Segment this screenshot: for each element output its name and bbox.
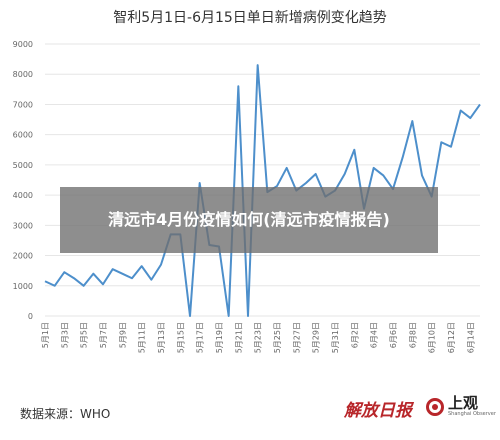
y-tick-label: 3000: [13, 221, 33, 230]
y-tick-label: 6000: [13, 131, 33, 140]
x-tick-label: 6月12日: [447, 322, 456, 353]
x-tick-label: 5月21日: [234, 322, 243, 353]
headline-text: 清远市4月份疫情如何(清远市疫情报告): [108, 210, 390, 229]
x-tick-label: 5月3日: [60, 322, 69, 348]
shangguan-logo: 上观 Shanghai Observer: [426, 396, 496, 417]
series-line: [44, 64, 481, 317]
x-tick-label: 5月17日: [196, 322, 205, 353]
y-tick-label: 1000: [13, 282, 33, 291]
x-tick-label: 5月19日: [215, 322, 224, 353]
x-tick-label: 5月29日: [312, 322, 321, 353]
shangguan-name: 上观: [448, 394, 479, 412]
grid: [45, 43, 480, 317]
x-axis-ticks: 5月1日 5月3日 5月5日 5月7日 5月9日 5月11日 5月13日 5月15日 5月17日…: [41, 322, 475, 353]
x-tick-label: 5月13日: [157, 322, 166, 353]
y-tick-label: 2000: [13, 252, 33, 261]
chart-title: 智利5月1日-6月15日单日新增病例变化趋势: [113, 10, 387, 26]
x-tick-label: 5月9日: [118, 322, 127, 348]
x-tick-label: 6月10日: [428, 322, 437, 353]
x-tick-label: 6月6日: [389, 322, 398, 348]
x-tick-label: 5月5日: [80, 322, 89, 348]
x-tick-label: 6月8日: [408, 322, 417, 348]
x-tick-label: 5月11日: [138, 322, 147, 353]
x-tick-label: 5月25日: [273, 322, 282, 353]
y-tick-label: 7000: [13, 100, 33, 109]
shangguan-circle-icon: [426, 397, 444, 416]
shangguan-name-en: Shanghai Observer: [448, 411, 496, 417]
y-axis-ticks: 0 1000 2000 3000 4000 5000 6000 7000 8000 9000: [13, 40, 33, 321]
x-tick-label: 5月23日: [254, 322, 263, 353]
x-tick-label: 6月2日: [350, 322, 359, 348]
x-tick-label: 5月7日: [99, 322, 108, 348]
x-tick-label: 6月14日: [466, 322, 475, 353]
x-tick-label: 5月1日: [41, 322, 50, 348]
x-tick-label: 5月27日: [292, 322, 301, 353]
y-tick-label: 9000: [13, 40, 33, 49]
x-tick-label: 5月15日: [176, 322, 185, 353]
headline-overlay: 清远市4月份疫情如何(清远市疫情报告): [60, 187, 438, 253]
x-tick-label: 6月4日: [370, 322, 379, 348]
y-tick-label: 8000: [13, 70, 33, 79]
data-source: 数据来源：WHO: [20, 407, 111, 421]
jiefang-daily-logo: 解放日报: [344, 401, 412, 421]
y-tick-label: 4000: [13, 191, 33, 200]
y-tick-label: 0: [28, 312, 33, 321]
x-tick-label: 5月31日: [331, 322, 340, 353]
y-tick-label: 5000: [13, 161, 33, 170]
